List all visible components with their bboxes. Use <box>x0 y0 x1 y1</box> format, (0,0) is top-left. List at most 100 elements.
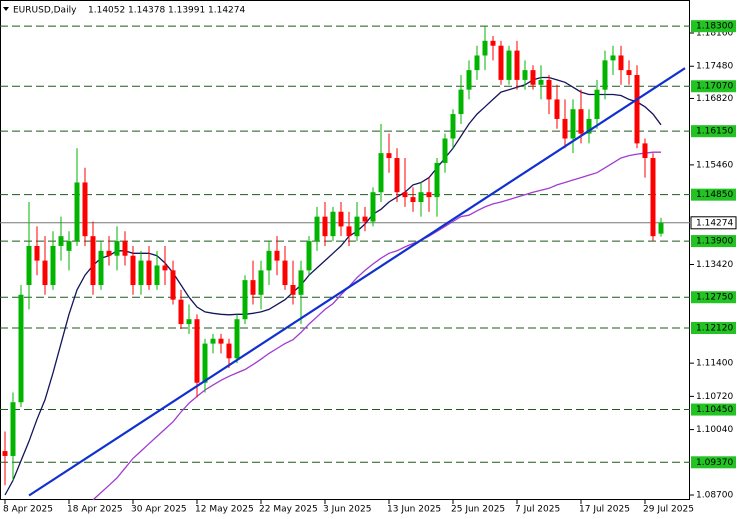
header-value: 1.14378 <box>128 6 165 16</box>
candle-body <box>546 79 552 100</box>
candle-body <box>50 245 56 286</box>
candle-body <box>346 226 352 237</box>
y-tick-label: 1.10720 <box>696 392 733 402</box>
y-tick-label: 1.17480 <box>696 62 733 72</box>
candle-body <box>82 182 88 237</box>
candle-body <box>234 319 240 359</box>
candle-body <box>106 250 112 256</box>
candle-body <box>394 158 400 193</box>
candle-body <box>554 99 560 119</box>
candle-body <box>570 109 576 139</box>
header-value: 1.14274 <box>208 6 245 16</box>
candle-body <box>290 285 296 295</box>
candle-body <box>362 216 368 222</box>
candle-body <box>410 197 416 202</box>
candle-body <box>402 192 408 198</box>
y-tick-label: 1.18160 <box>696 29 733 39</box>
candle-body <box>594 89 600 119</box>
candle-body <box>610 55 616 61</box>
candle-body <box>626 70 632 76</box>
x-tick-label: 22 May 2025 <box>259 505 318 515</box>
candle-body <box>162 265 168 271</box>
candle-body <box>538 79 544 85</box>
candle-body <box>98 250 104 286</box>
candle-body <box>314 216 320 242</box>
header-arrow <box>3 7 9 11</box>
candle-body <box>306 241 312 271</box>
candle-body <box>130 255 136 286</box>
x-tick-label: 13 Jun 2025 <box>387 505 441 515</box>
x-tick-label: 7 Jul 2025 <box>515 505 560 515</box>
candle-body <box>178 299 184 325</box>
candle-body <box>458 89 464 115</box>
candle-body <box>10 402 16 456</box>
x-tick-label: 18 Apr 2025 <box>67 505 123 515</box>
candle-body <box>122 241 128 256</box>
level-label-box <box>691 403 736 416</box>
header: EURUSD,Daily <box>3 6 77 16</box>
candle-body <box>562 118 568 139</box>
candle-body <box>298 270 304 295</box>
y-tick-label: 1.10040 <box>696 425 733 435</box>
candle-body <box>266 250 272 271</box>
x-tick-label: 12 May 2025 <box>195 505 254 515</box>
level-label: 1.12120 <box>696 323 733 333</box>
candle-body <box>434 162 440 198</box>
x-tick-label: 30 Apr 2025 <box>131 505 187 515</box>
x-tick-label: 17 Jul 2025 <box>579 505 630 515</box>
level-label-box <box>691 125 736 138</box>
last-price-label: 1.14274 <box>696 218 733 228</box>
candle-body <box>530 70 536 85</box>
level-label: 1.09370 <box>696 458 733 468</box>
level-label: 1.18300 <box>696 22 733 32</box>
candle-body <box>506 50 512 80</box>
candle-body <box>338 211 344 227</box>
trend-line <box>28 67 686 497</box>
candle-body <box>282 260 288 286</box>
y-tick-label: 1.11400 <box>696 359 733 369</box>
y-tick-label: 1.13420 <box>696 260 733 270</box>
symbol: EURUSD,Daily <box>13 6 77 16</box>
candle-body <box>642 143 648 159</box>
level-label-box <box>691 188 736 201</box>
level-label: 1.13900 <box>696 237 733 247</box>
candle-body <box>114 241 120 256</box>
moving-average <box>4 76 662 496</box>
candle-body <box>138 260 144 286</box>
candle-body <box>330 211 336 237</box>
candle-body <box>154 265 160 286</box>
y-tick-label: 1.08700 <box>696 491 733 501</box>
moving-average <box>92 151 661 501</box>
y-tick-label: 1.16820 <box>696 94 733 104</box>
candle-body <box>578 109 584 134</box>
x-tick-label: 25 Jun 2025 <box>451 505 505 515</box>
level-label: 1.14850 <box>696 190 733 200</box>
candle-body <box>634 75 640 144</box>
candle-body <box>218 338 224 344</box>
candle-body <box>2 451 8 456</box>
candle-body <box>474 55 480 71</box>
candle-body <box>378 153 384 193</box>
candle-body <box>602 60 608 90</box>
candle-body <box>74 182 80 242</box>
candle-body <box>90 236 96 286</box>
candle-body <box>370 192 376 222</box>
last-price-box <box>690 216 737 230</box>
candle-body <box>586 118 592 134</box>
candle-body <box>482 40 488 56</box>
candle-body <box>42 260 48 286</box>
candle-body <box>186 319 192 325</box>
candle-body <box>354 216 360 237</box>
candle-body <box>418 192 424 202</box>
candle-body <box>522 70 528 80</box>
x-tick-label: 8 Apr 2025 <box>3 505 53 515</box>
candle-body <box>322 216 328 237</box>
header-value: 1.14052 <box>88 6 125 16</box>
candle-body <box>210 338 216 344</box>
candle-body <box>498 45 504 80</box>
candle-body <box>490 40 496 46</box>
level-label-box <box>691 321 736 334</box>
candle-body <box>258 270 264 295</box>
candle-body <box>466 70 472 90</box>
